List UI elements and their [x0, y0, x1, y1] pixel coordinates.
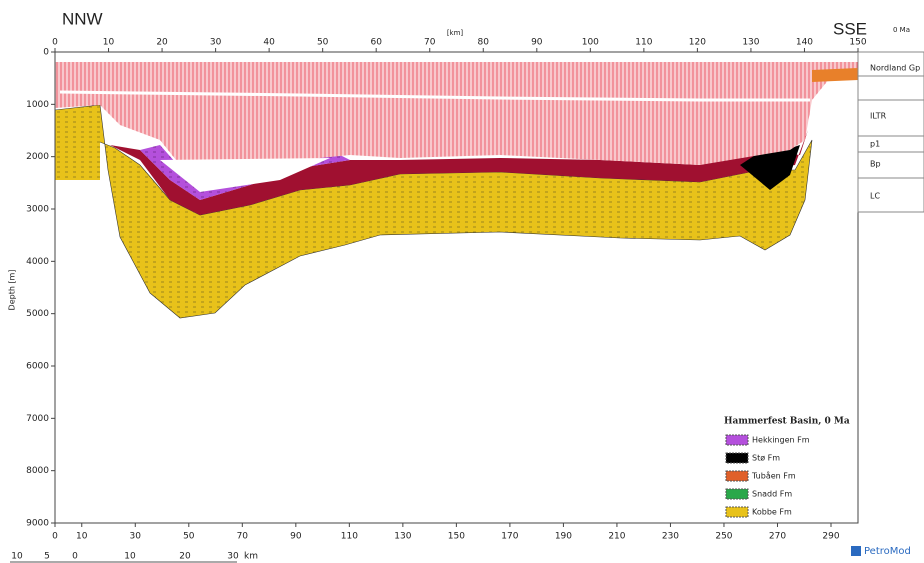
top-tick-label: 100: [582, 38, 599, 48]
legend-swatch: [726, 471, 748, 481]
legend-label: Snadd Fm: [752, 490, 792, 499]
legend: Hammerfest Basin, 0 Ma Hekkingen Fm Stø F…: [724, 417, 850, 518]
bottom-tick-label: 250: [715, 532, 732, 542]
axis-unit: [km]: [447, 29, 464, 37]
legend-swatch: [726, 489, 748, 499]
top-tick-label: 130: [742, 38, 759, 48]
bottom-tick-label: 110: [341, 532, 358, 542]
bottom-tick-label: 190: [555, 532, 572, 542]
layer-dividers: [858, 76, 924, 178]
layer-label: LC: [870, 192, 880, 201]
bottom-tick-label: 290: [822, 532, 839, 542]
depth-tick-label: 6000: [26, 362, 49, 372]
top-tick-label: 120: [689, 38, 706, 48]
legend-swatch: [726, 435, 748, 445]
depth-tick-label: 8000: [26, 466, 49, 476]
bottom-tick-label: 0: [52, 532, 58, 542]
depth-tick-label: 3000: [26, 205, 49, 215]
bottom-tick-label: 150: [448, 532, 465, 542]
section: [55, 62, 858, 318]
bottom-tick-label: 90: [290, 532, 302, 542]
scale-label: 5: [44, 552, 50, 562]
age-label: 0 Ma: [893, 26, 910, 34]
scale-label: 30: [227, 552, 239, 562]
depth-tick-label: 7000: [26, 414, 49, 424]
top-tick-label: 90: [531, 38, 543, 48]
bottom-tick-label: 130: [394, 532, 411, 542]
depth-label: Depth [m]: [8, 270, 17, 311]
top-tick-label: 60: [370, 38, 382, 48]
top-tick-label: 40: [263, 38, 275, 48]
legend-label: Stø Fm: [752, 454, 780, 463]
scale-unit: km: [244, 552, 258, 562]
left-direction: NNW: [62, 9, 103, 28]
layer-label: Bp: [870, 160, 881, 169]
legend-swatch: [726, 507, 748, 517]
nordland-layer: [812, 68, 858, 82]
lower-sediment: [55, 140, 100, 180]
scale-label: 10: [11, 552, 23, 562]
top-tick-label: 70: [424, 38, 436, 48]
bottom-tick-label: 50: [183, 532, 195, 542]
layer-label: ILTR: [870, 112, 887, 121]
scale-label: 0: [72, 552, 78, 562]
brand-icon: [851, 546, 861, 556]
bottom-tick-label: 30: [130, 532, 142, 542]
bottom-tick-label: 270: [769, 532, 786, 542]
depth-tick-label: 1000: [26, 100, 49, 110]
layer-label: p1: [870, 140, 880, 149]
depth-tick-label: 4000: [26, 257, 49, 267]
top-tick-label: 80: [478, 38, 490, 48]
depth-tick-label: 0: [43, 48, 49, 58]
legend-label: Tubåen Fm: [751, 471, 796, 481]
legend-label: Hekkingen Fm: [752, 436, 810, 445]
top-tick-label: 20: [156, 38, 168, 48]
top-tick-label: 0: [52, 38, 58, 48]
legend-swatch: [726, 453, 748, 463]
scale-label: 10: [124, 552, 136, 562]
top-tick-label: 50: [317, 38, 329, 48]
bottom-tick-label: 210: [608, 532, 625, 542]
layer-label: Nordland Gp: [870, 64, 920, 73]
legend-title: Hammerfest Basin, 0 Ma: [724, 417, 850, 427]
top-tick-label: 10: [103, 38, 115, 48]
brand: PetroMod: [864, 546, 911, 557]
right-direction: SSE: [833, 19, 867, 38]
bottom-tick-label: 70: [237, 532, 249, 542]
depth-tick-label: 9000: [26, 519, 49, 529]
bottom-tick-label: 170: [501, 532, 518, 542]
depth-tick-label: 2000: [26, 152, 49, 162]
bottom-tick-label: 230: [662, 532, 679, 542]
depth-tick-label: 5000: [26, 309, 49, 319]
scale-label: 20: [179, 552, 191, 562]
top-tick-label: 150: [849, 38, 866, 48]
bottom-tick-label: 10: [76, 532, 88, 542]
top-tick-label: 140: [796, 38, 813, 48]
top-tick-label: 110: [635, 38, 652, 48]
legend-label: Kobbe Fm: [752, 508, 792, 517]
screenshot: NNW SSE 0 Ma [km] Depth [m] Hammerfest B…: [0, 0, 924, 563]
top-tick-label: 30: [210, 38, 222, 48]
